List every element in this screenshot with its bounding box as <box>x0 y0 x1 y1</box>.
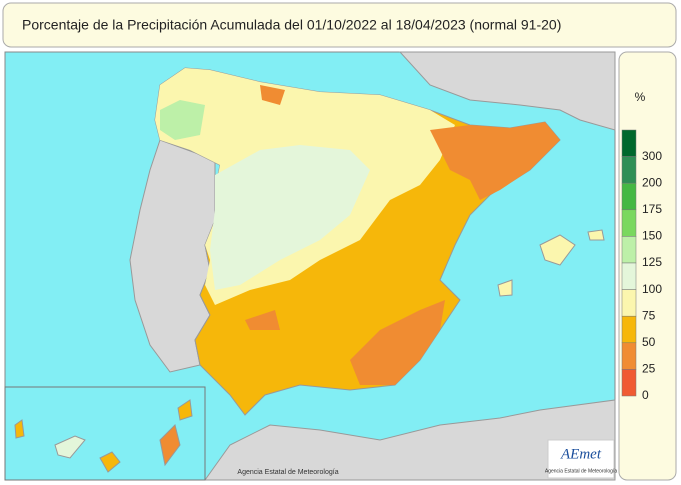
title: Porcentaje de la Precipitación Acumulada… <box>22 17 561 33</box>
legend-label: 0 <box>642 388 649 402</box>
legend-swatch <box>621 262 637 290</box>
legend-swatch <box>621 209 637 237</box>
legend-swatch <box>621 315 637 344</box>
logo: AEmet <box>560 446 602 462</box>
zone-25-50-s <box>245 310 280 330</box>
france <box>398 51 616 131</box>
legend-label: 125 <box>642 255 662 269</box>
zone-25-50-n <box>260 85 285 105</box>
zone-25-50-se <box>350 300 445 385</box>
legend: % 300 200 175 150 125 100 75 50 25 0 <box>618 51 677 481</box>
legend-swatch <box>621 342 637 370</box>
legend-label: 300 <box>642 149 662 163</box>
island <box>159 424 181 467</box>
zone-100-125 <box>210 145 370 290</box>
legend-swatch <box>621 369 637 397</box>
legend-label: 175 <box>642 202 662 216</box>
legend-label: 50 <box>642 335 656 349</box>
legend-label: 150 <box>642 229 662 243</box>
title-box <box>2 2 677 48</box>
legend-swatch <box>621 236 637 264</box>
legend-label: 25 <box>642 362 656 376</box>
island <box>99 451 121 473</box>
island <box>54 435 86 459</box>
credit: Agencia Estatal de Meteorología <box>237 469 338 476</box>
africa <box>204 399 616 481</box>
mallorca <box>539 234 576 266</box>
menorca <box>587 229 605 241</box>
legend-swatch <box>621 129 637 157</box>
legend-swatch <box>621 156 637 184</box>
logo-subtitle: Agencia Estatal de Meteorología <box>545 468 617 474</box>
legend-swatch <box>621 182 637 211</box>
ibiza <box>497 279 513 297</box>
zone-125 <box>160 100 205 140</box>
zone-25-50-ne <box>430 122 560 200</box>
legend-swatch <box>621 289 637 317</box>
map: Agencia Estatal de Meteorología AEmet Ag… <box>4 51 617 481</box>
logo-box <box>547 439 615 479</box>
legend-label: 100 <box>642 282 662 296</box>
legend-label: 75 <box>642 308 656 322</box>
island <box>177 399 193 421</box>
legend-unit: % <box>635 90 646 104</box>
legend-label: 200 <box>642 175 662 189</box>
island <box>14 419 25 439</box>
